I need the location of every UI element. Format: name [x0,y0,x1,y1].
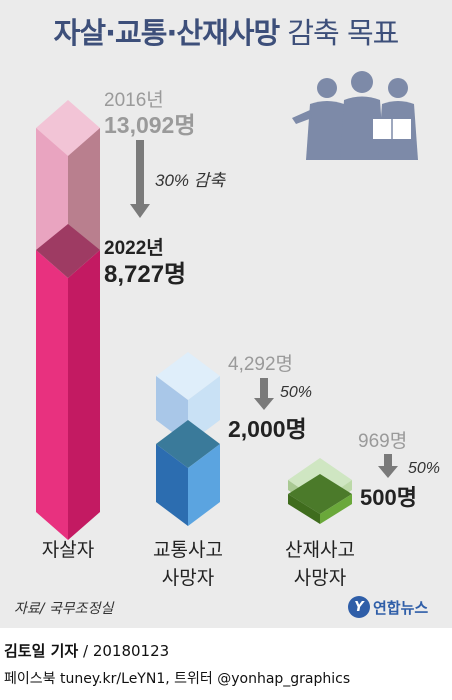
yonhap-logo: Y 연합뉴스 [348,592,428,622]
label-reduction-industrial: 50% [408,460,440,477]
label-2016-industrial: 969명 [358,430,407,452]
bar-suicide-2016-top [36,100,100,156]
category-industrial-line2: 사망자 [294,567,346,589]
title-light: 감축 목표 [287,16,399,50]
bar-suicide-2016-side [68,128,100,250]
yonhap-logo-text: 연합뉴스 [373,598,429,617]
category-traffic-line1: 교통사고 [153,539,223,561]
label-reduction-suicide: 30% 감축 [155,171,226,190]
arrow-down-icon [130,140,150,218]
arrow-down-icon [378,454,398,478]
chart-svg: 2016년 13,092명 30% 감축 2022년 8,727명 4,292명… [36,71,440,589]
label-2022-year: 2022년 [104,237,164,259]
label-2022-suicide: 8,727명 [104,261,186,288]
label-2022-traffic: 2,000명 [228,416,307,442]
arrow-down-icon [254,378,274,410]
bar-traffic-2022-side [188,444,220,526]
bar-suicide-2016-front [36,128,68,250]
author-date: / 20180123 [78,642,170,660]
bar-industrial-2022-front [288,494,320,524]
label-2016-suicide: 13,092명 [104,112,196,138]
bar-suicide-2022-side [68,250,100,540]
category-traffic-line2: 사망자 [162,567,214,589]
author-name: 김토일 기자 [4,642,79,660]
bar-suicide-2022-top [36,224,100,278]
bar-suicide [36,100,100,540]
bar-industrial-2022-side [320,494,352,524]
category-suicide: 자살자 [42,539,94,561]
category-industrial-line1: 산재사고 [285,539,355,561]
title-bold: 자살·교통·산재사망 [53,16,280,50]
label-2022-industrial: 500명 [360,485,417,510]
source-note: 자료/ 국무조정실 [14,601,114,617]
bar-industrial [288,458,352,524]
author-line: 김토일 기자 / 20180123 [4,640,169,661]
yonhap-logo-icon: Y [348,596,370,618]
label-reduction-traffic: 50% [280,384,312,401]
bar-traffic [156,352,220,526]
bar-suicide-2022-front [36,250,68,540]
people-silhouette-icon [292,71,418,160]
chart-title: 자살·교통·산재사망 감축 목표 [0,10,452,52]
bar-traffic-2022-front [156,444,188,526]
social-links: 페이스북 tuney.kr/LeYN1, 트위터 @yonhap_graphic… [4,671,351,687]
label-2016-year: 2016년 [104,89,164,111]
label-2016-traffic: 4,292명 [228,353,293,375]
